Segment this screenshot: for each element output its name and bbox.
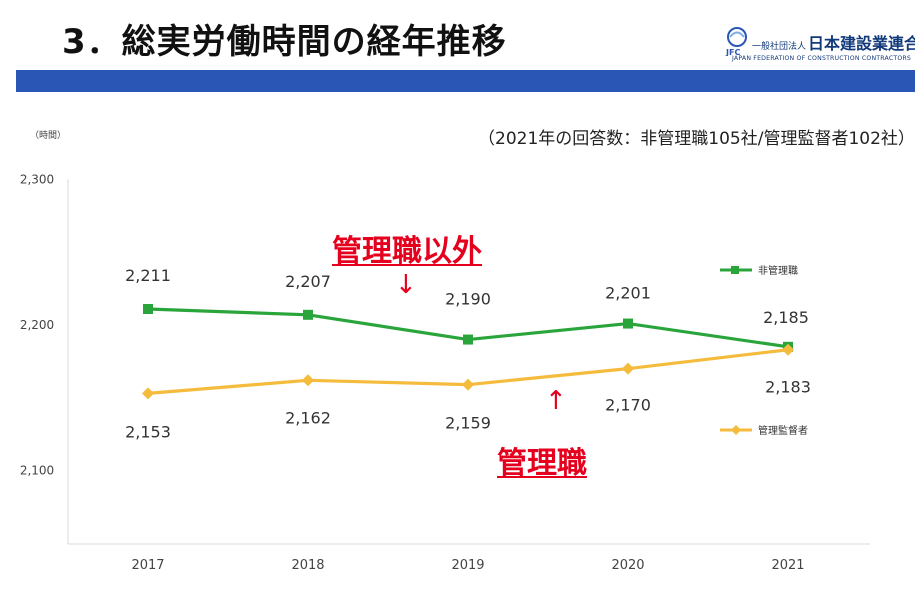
data-label: 2,183 — [765, 378, 811, 397]
respondents-note: （2021年の回答数：非管理職105社/管理監督者102社） — [478, 129, 915, 149]
data-label: 2,159 — [445, 414, 491, 433]
y-tick-label: 2,100 — [20, 464, 54, 478]
logo-english-name: JAPAN FEDERATION OF CONSTRUCTION CONTRAC… — [732, 55, 912, 62]
data-label: 2,162 — [285, 408, 331, 427]
x-tick-label: 2020 — [611, 558, 644, 573]
data-label: 2,190 — [445, 290, 491, 309]
data-point — [303, 309, 313, 320]
up-arrow-icon: ↑ — [545, 386, 567, 416]
data-label: 2,201 — [605, 284, 651, 303]
logo-name: 一般社団法人日本建設業連合会 — [752, 30, 915, 54]
data-label: 2,185 — [763, 308, 809, 327]
y-tick-label: 2,300 — [20, 173, 54, 187]
data-label: 2,207 — [285, 272, 331, 291]
page-title: 3．総実労働時間の経年推移 — [62, 22, 507, 62]
non-management-annotation: 管理職以外 — [332, 234, 482, 269]
management-annotation: 管理職 — [497, 446, 587, 481]
data-point — [302, 374, 314, 387]
logo-mark-icon: JFC — [725, 27, 747, 56]
x-tick-label: 2019 — [451, 558, 484, 573]
data-point — [463, 334, 473, 345]
legend-marker — [731, 266, 739, 274]
x-tick-label: 2017 — [131, 558, 164, 573]
data-label: 2,170 — [605, 396, 651, 415]
logo-prefix: 一般社団法人 — [752, 42, 807, 52]
svg-text:JFC: JFC — [725, 48, 740, 56]
down-arrow-icon: ↓ — [395, 270, 417, 300]
data-point — [462, 378, 474, 391]
data-point — [622, 362, 634, 375]
organization-logo: JFC 一般社団法人日本建設業連合会 JAPAN FEDERATION OF C… — [722, 26, 915, 68]
data-point — [782, 343, 794, 356]
legend-label: 非管理職 — [758, 264, 798, 277]
legend-label: 管理監督者 — [758, 424, 808, 437]
data-point — [623, 318, 633, 329]
legend-marker — [731, 425, 741, 435]
data-label: 2,211 — [125, 266, 171, 285]
x-tick-label: 2021 — [771, 558, 804, 573]
data-label: 2,153 — [125, 422, 171, 441]
logo-name-main: 日本建設業連合会 — [808, 34, 915, 53]
y-axis-unit-label: （時間） — [30, 131, 67, 141]
data-point — [142, 387, 154, 400]
y-tick-label: 2,200 — [20, 318, 54, 332]
data-point — [143, 303, 153, 314]
header-divider-bar — [16, 70, 915, 92]
x-tick-label: 2018 — [291, 558, 324, 573]
